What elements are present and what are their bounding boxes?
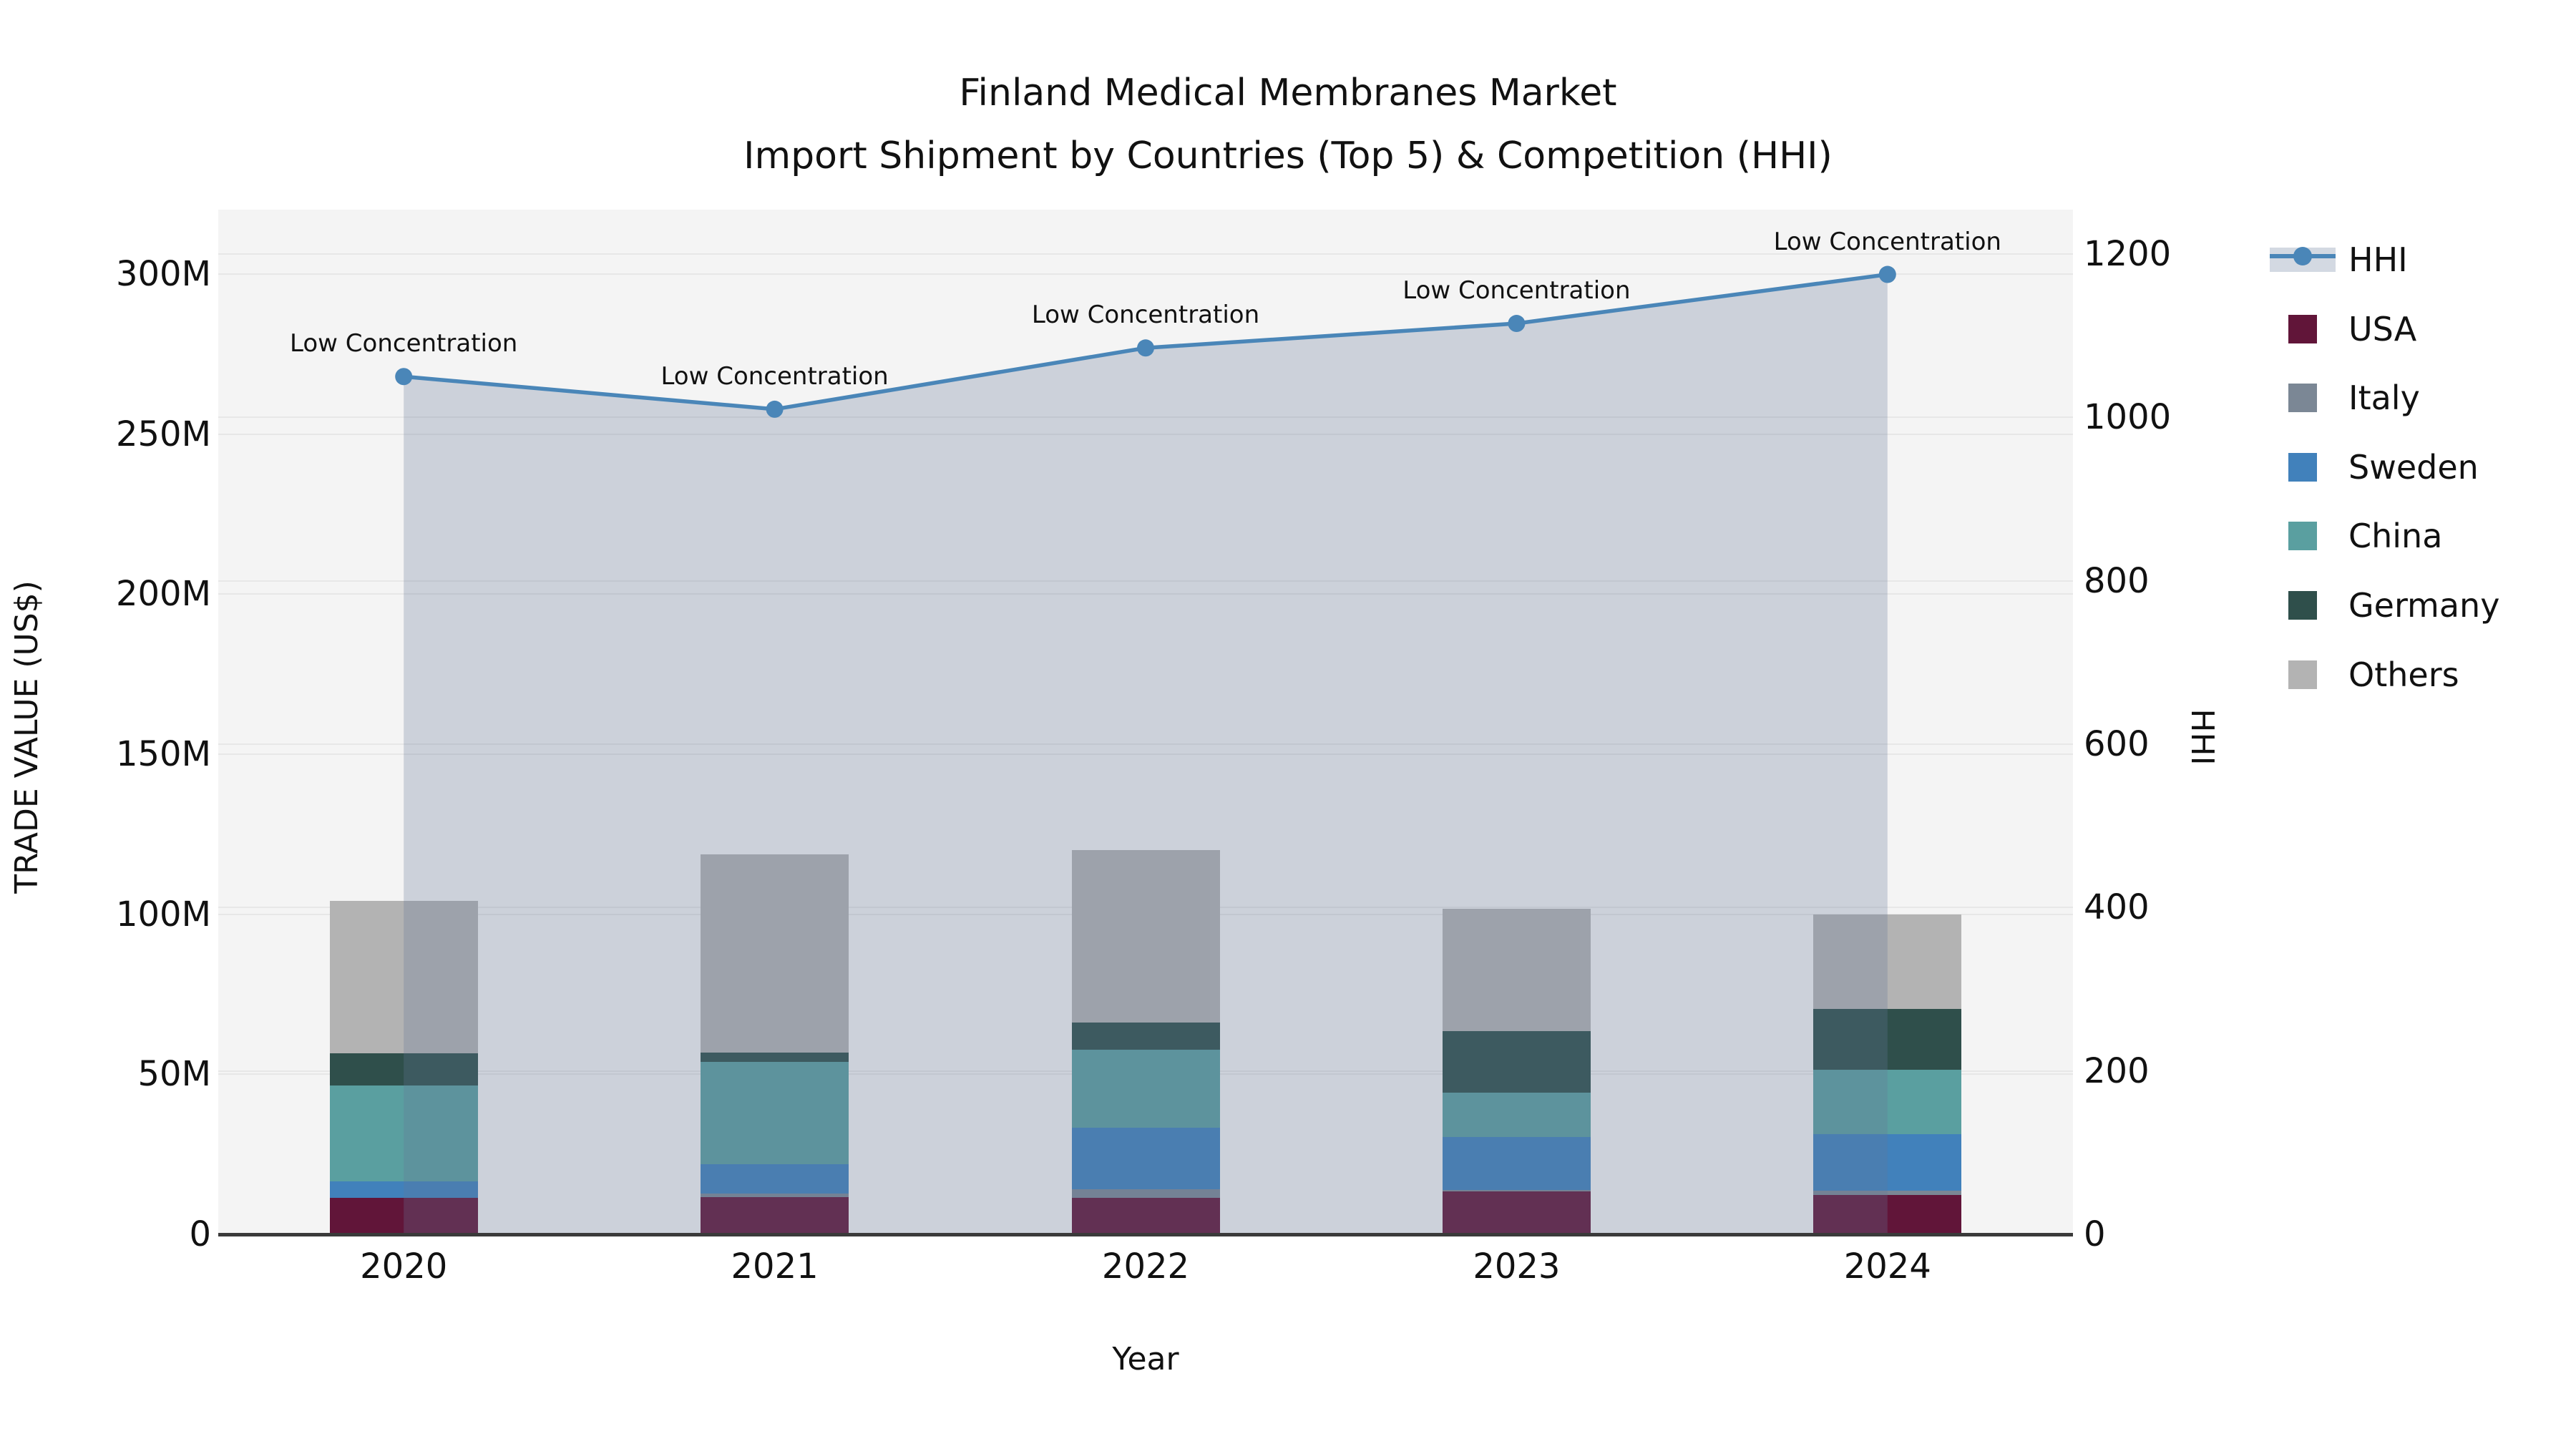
legend-line-symbol [2270, 235, 2348, 285]
y-right-tick-label: 1200 [2084, 234, 2172, 274]
legend-item-italy: Italy [2270, 373, 2420, 423]
y-right-tick-label: 600 [2084, 724, 2150, 764]
x-axis-title: Year [1112, 1341, 1179, 1377]
legend-label: Germany [2348, 586, 2500, 625]
legend-item-usa: USA [2270, 304, 2416, 354]
bar-segment-usa [1442, 1191, 1591, 1234]
gridline [218, 593, 2073, 595]
y-left-tick-label: 0 [189, 1214, 211, 1254]
legend-item-china: China [2270, 511, 2442, 561]
gridline [218, 743, 2073, 745]
legend-swatch-usa [2270, 304, 2348, 354]
legend-label: China [2348, 517, 2443, 555]
legend-swatch-germany [2270, 580, 2348, 630]
y-axis-left-title: TRADE VALUE (US$) [9, 580, 45, 894]
legend-swatch-others [2270, 650, 2348, 700]
legend-label: USA [2348, 310, 2417, 348]
bar-segment-usa [1813, 1194, 1962, 1234]
legend-swatch-sweden [2270, 442, 2348, 492]
x-tick-label: 2021 [731, 1246, 819, 1287]
legend-label: Sweden [2348, 448, 2479, 487]
gridline [218, 273, 2073, 275]
y-right-tick-label: 200 [2084, 1050, 2150, 1091]
legend-swatch-china [2270, 511, 2348, 561]
chart-subtitle: Import Shipment by Countries (Top 5) & C… [743, 135, 1833, 177]
bar-segment-usa [1071, 1198, 1220, 1234]
y-right-tick-label: 400 [2084, 887, 2150, 928]
legend-swatch-italy [2270, 373, 2348, 423]
x-tick-label: 2022 [1101, 1246, 1190, 1287]
annotation-low-concentration: Low Concentration [290, 329, 518, 358]
plot-area [218, 210, 2073, 1234]
annotation-low-concentration: Low Concentration [1773, 227, 2001, 256]
annotation-low-concentration: Low Concentration [1031, 301, 1260, 330]
y-left-tick-label: 100M [115, 894, 211, 935]
y-left-tick-label: 200M [115, 574, 211, 615]
gridline [218, 753, 2073, 755]
y-left-tick-label: 300M [115, 254, 211, 294]
legend-item-hhi: HHI [2270, 235, 2408, 285]
hhi-marker [395, 368, 413, 386]
gridline [218, 433, 2073, 435]
legend-item-germany: Germany [2270, 580, 2499, 630]
y-left-tick-label: 150M [115, 734, 211, 774]
y-right-tick-label: 800 [2084, 560, 2150, 601]
legend-label: HHI [2348, 240, 2408, 279]
annotation-low-concentration: Low Concentration [660, 361, 889, 391]
legend-item-sweden: Sweden [2270, 442, 2479, 492]
gridline [218, 580, 2073, 582]
bar-segment-usa [329, 1197, 478, 1234]
gridline [218, 416, 2073, 419]
x-tick-label: 2020 [360, 1246, 448, 1287]
x-tick-label: 2023 [1473, 1246, 1561, 1287]
hhi-marker [1137, 339, 1154, 357]
y-right-tick-label: 1000 [2084, 397, 2172, 438]
legend-label: Italy [2348, 379, 2420, 417]
hhi-marker [1508, 315, 1526, 333]
y-left-tick-label: 250M [115, 414, 211, 454]
y-left-tick-label: 50M [137, 1054, 212, 1095]
legend-item-others: Others [2270, 650, 2459, 700]
annotation-low-concentration: Low Concentration [1402, 276, 1631, 306]
x-axis-line [218, 1233, 2073, 1236]
bar-segment-usa [701, 1197, 849, 1234]
y-right-tick-label: 0 [2084, 1214, 2106, 1254]
legend-label: Others [2348, 655, 2459, 694]
chart-title: Finland Medical Membranes Market [959, 72, 1617, 114]
x-tick-label: 2024 [1843, 1246, 1931, 1287]
hhi-marker [766, 400, 784, 418]
gridline [218, 253, 2073, 255]
y-axis-right-title: HHI [2184, 708, 2220, 766]
